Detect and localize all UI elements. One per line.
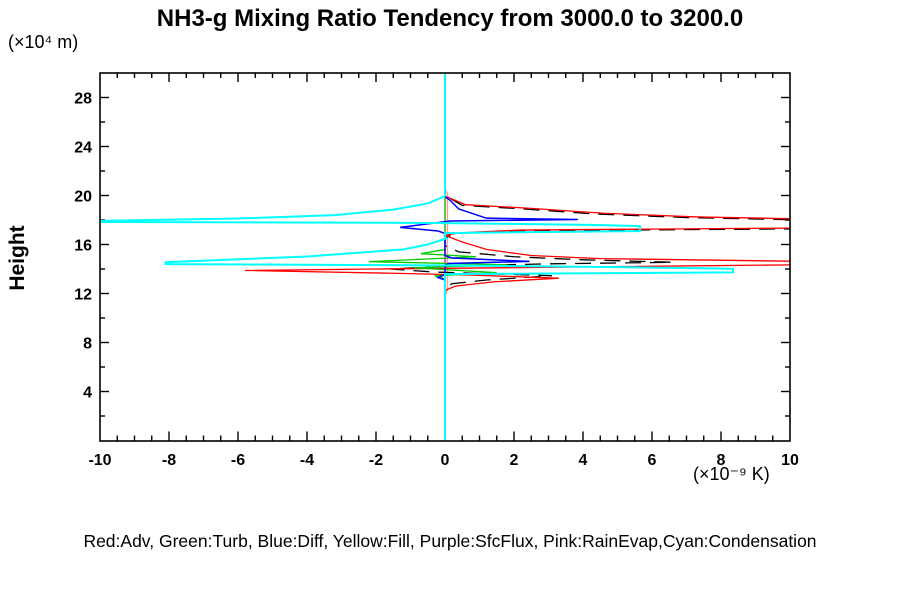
series-line-condensation xyxy=(100,73,735,441)
x-tick-label: -4 xyxy=(300,452,314,469)
series-line-turb xyxy=(369,76,508,439)
x-tick-label: 4 xyxy=(579,452,588,469)
legend-text: Red:Adv, Green:Turb, Blue:Diff, Yellow:F… xyxy=(83,531,817,551)
y-tick-label: 20 xyxy=(74,189,92,206)
series-line-total xyxy=(389,76,790,439)
y-tick-label: 24 xyxy=(74,140,92,157)
x-axis-unit-label: (×10⁻⁹ K) xyxy=(693,464,770,484)
series-line-rainevap xyxy=(444,187,449,297)
x-tick-label: 10 xyxy=(781,452,799,469)
chart-title: NH3-g Mixing Ratio Tendency from 3000.0 … xyxy=(156,5,744,32)
x-tick-label: -6 xyxy=(231,452,245,469)
x-tick-label: 2 xyxy=(510,452,519,469)
y-tick-label: 4 xyxy=(83,385,92,402)
series-line-diff xyxy=(400,76,578,439)
y-tick-label: 12 xyxy=(74,287,92,304)
series-lines xyxy=(100,73,790,441)
y-axis-unit-label: (×10⁴ m) xyxy=(8,32,79,52)
plot-frame xyxy=(99,72,791,442)
x-tick-label: 8 xyxy=(717,452,726,469)
x-tick-label: -2 xyxy=(369,452,383,469)
y-tick-label: 8 xyxy=(83,336,92,353)
axis-ticks xyxy=(100,73,790,441)
x-tick-label: -8 xyxy=(162,452,176,469)
x-tick-label: 0 xyxy=(441,452,450,469)
x-tick-label: -10 xyxy=(88,452,111,469)
series-line-adv xyxy=(244,76,790,439)
y-tick-label: 16 xyxy=(74,238,92,255)
y-tick-label: 28 xyxy=(74,91,92,108)
x-tick-label: 6 xyxy=(648,452,657,469)
